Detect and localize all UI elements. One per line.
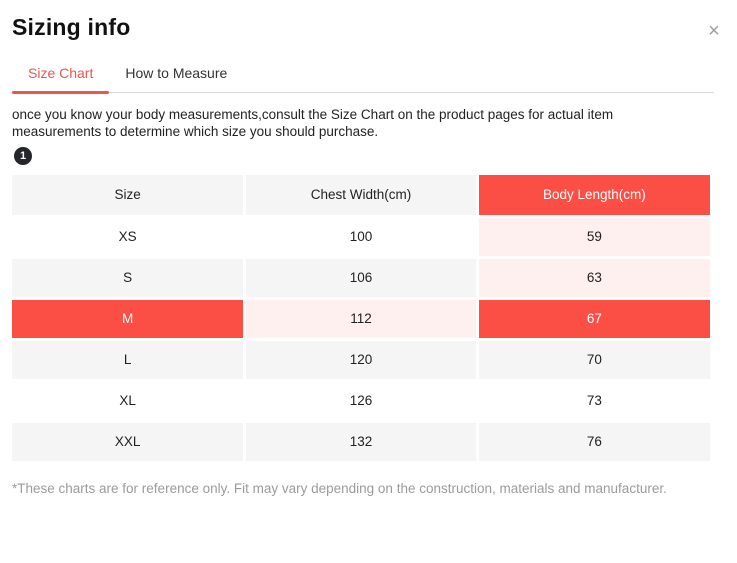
table-row: S 106 63: [12, 255, 710, 300]
table-cell[interactable]: 67: [475, 296, 710, 341]
tab-size-chart[interactable]: Size Chart: [12, 65, 110, 94]
size-chart-table: Size Chest Width(cm) Body Length(cm) XS 100 5…: [12, 175, 710, 464]
table-cell[interactable]: 120: [243, 337, 479, 382]
table-cell[interactable]: 106: [243, 255, 479, 300]
table-cell[interactable]: S: [12, 255, 247, 300]
page-title: Sizing info: [12, 14, 131, 40]
footnote-text: *These charts are for reference only. Fi…: [12, 480, 667, 496]
table-header-cell: Body Length(cm): [475, 175, 710, 218]
table-cell[interactable]: L: [12, 337, 247, 382]
table-cell[interactable]: 126: [243, 378, 479, 423]
table-row: XS 100 59: [12, 214, 710, 259]
table-cell[interactable]: 59: [475, 214, 710, 259]
table-row: M 112 67: [12, 296, 710, 341]
table-cell[interactable]: 73: [475, 378, 710, 423]
table-cell[interactable]: 112: [243, 296, 479, 341]
table-cell[interactable]: 100: [243, 214, 479, 259]
tab-bar: Size Chart How to Measure: [12, 65, 714, 94]
table-row: L 120 70: [12, 337, 710, 382]
table-cell[interactable]: XXL: [12, 419, 247, 464]
close-icon[interactable]: ×: [703, 20, 725, 42]
table-cell[interactable]: 70: [475, 337, 710, 382]
table-cell[interactable]: M: [12, 296, 247, 341]
table-header-row: Size Chest Width(cm) Body Length(cm): [12, 175, 710, 218]
table-cell[interactable]: XL: [12, 378, 247, 423]
step-badge: 1: [14, 147, 32, 165]
table-cell[interactable]: 132: [243, 419, 479, 464]
table-header-cell: Size: [12, 175, 247, 218]
table-row: XXL 132 76: [12, 419, 710, 464]
table-header-cell: Chest Width(cm): [243, 175, 479, 218]
tab-how-to-measure[interactable]: How to Measure: [125, 65, 228, 81]
table-cell[interactable]: 63: [475, 255, 710, 300]
table-cell[interactable]: 76: [475, 419, 710, 464]
table-row: XL 126 73: [12, 378, 710, 423]
description-text: once you know your body measurements,con…: [12, 107, 614, 139]
table-cell[interactable]: XS: [12, 214, 247, 259]
